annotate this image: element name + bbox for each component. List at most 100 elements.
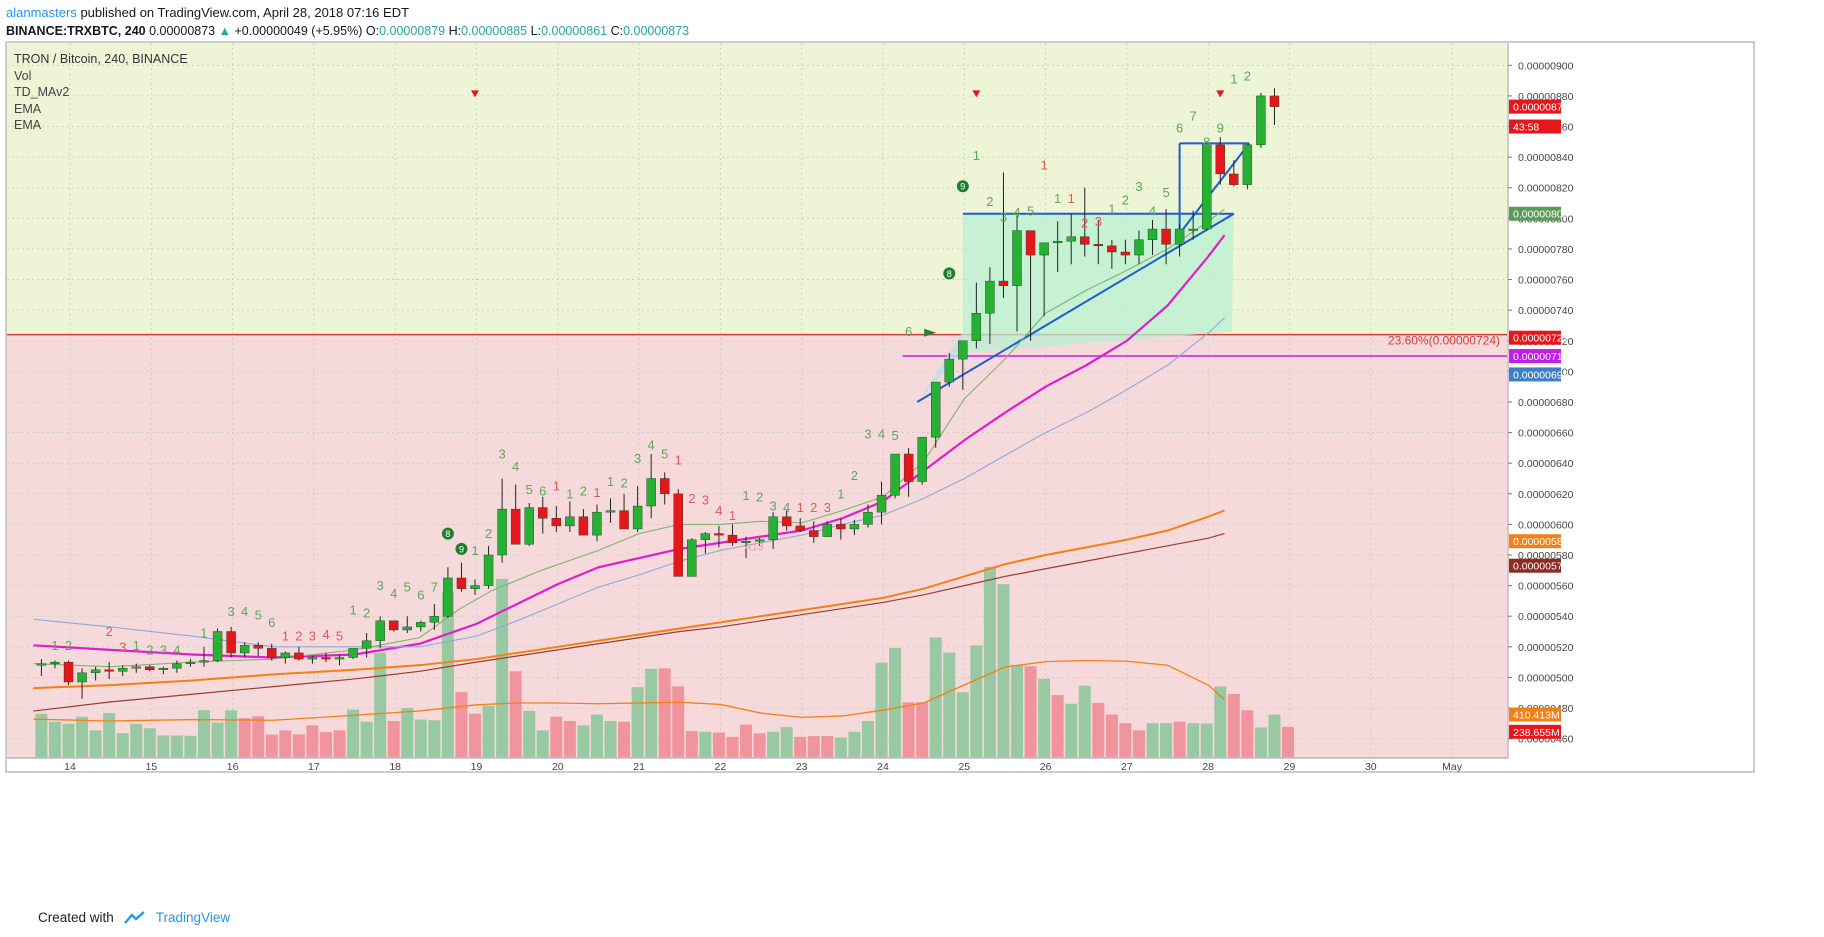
price-tag: 0.00000803	[1513, 209, 1569, 221]
candle-body	[768, 516, 778, 540]
volume-bar	[116, 733, 129, 757]
candle-body	[158, 668, 169, 670]
volume-bar	[1268, 714, 1281, 757]
candle-body	[673, 493, 683, 577]
volume-tag: 410.413M	[1513, 710, 1560, 722]
time-axis-label: 30	[1365, 761, 1377, 773]
last-price: 0.00000873	[149, 24, 216, 38]
candle-body	[348, 648, 358, 658]
change-arrow-icon: ▲	[218, 24, 231, 38]
td-count-label: 4	[1149, 203, 1156, 218]
volume-bar	[130, 723, 143, 757]
volume-tag-bg	[1509, 707, 1561, 722]
td-count-label: 1	[1040, 157, 1047, 172]
volume-bar	[645, 668, 658, 757]
volume-bar	[699, 731, 712, 757]
volume-tag-bg	[1509, 724, 1561, 739]
candle-body	[1269, 95, 1280, 107]
published-text: published on TradingView.com, April 28, …	[80, 5, 410, 20]
td-count-label: 1	[553, 479, 560, 494]
price-tag: 0.00000698	[1513, 369, 1569, 381]
candle-body	[212, 631, 223, 661]
td-count-label: 3	[160, 642, 167, 657]
legend-item-ema-1[interactable]: EMA	[14, 101, 42, 116]
volume-bar	[970, 645, 983, 757]
tradingview-link[interactable]: TradingView	[155, 910, 231, 925]
candle-body	[646, 478, 656, 507]
candle-body	[1188, 228, 1198, 231]
candle-body	[497, 508, 507, 556]
time-axis-label: May	[1442, 761, 1463, 773]
price-tag-bg	[1509, 330, 1561, 345]
price-axis-label: 0.00000540	[1518, 611, 1574, 623]
candle-body	[1120, 251, 1131, 256]
volume-bar	[861, 721, 874, 757]
candle-body	[145, 666, 155, 670]
td-count-label: 6	[539, 483, 546, 498]
td-count-label: 2	[146, 642, 153, 657]
td-count-label: 1	[349, 603, 356, 618]
td-count-label: 1	[837, 486, 844, 501]
td-count-label: 4	[783, 500, 790, 515]
symbol-label: BINANCE:TRXBTC, 240	[6, 24, 146, 38]
candle-body	[1174, 228, 1185, 245]
td-count-label: 5	[404, 580, 411, 595]
td-count-label: 2	[1122, 193, 1129, 208]
volume-bar	[780, 727, 793, 757]
candle-body	[50, 661, 60, 664]
price-tag-bg	[1509, 367, 1561, 382]
td-count-label: 4	[878, 427, 885, 442]
time-axis-label: 23	[796, 761, 808, 773]
volume-bar	[916, 702, 929, 757]
volume-bar	[523, 710, 536, 757]
td-count-label: 1	[675, 453, 682, 468]
chart-header: alanmasters published on TradingView.com…	[6, 4, 689, 40]
td-setup-dot	[441, 527, 454, 540]
price-axis-bg	[1508, 43, 1754, 758]
volume-bar	[1105, 714, 1118, 757]
volume-bar	[157, 735, 170, 757]
volume-bar	[319, 732, 332, 757]
td-count-label: 3	[1000, 209, 1007, 224]
candle-body	[294, 652, 304, 660]
volume-bar	[1282, 726, 1295, 757]
td-count-label: 2	[810, 500, 817, 515]
candle-body	[334, 657, 345, 660]
flag-icon	[924, 328, 937, 337]
time-axis-label: 16	[227, 761, 239, 773]
time-axis-label: 25	[958, 761, 970, 773]
legend-item-ema-2[interactable]: EMA	[14, 118, 42, 132]
candle-body	[118, 668, 128, 672]
ascending-trendline	[916, 212, 1235, 403]
candle-body	[890, 453, 900, 496]
time-axis-label: 29	[1284, 761, 1296, 773]
td-count-label: 2	[65, 638, 72, 653]
candle-body	[1256, 95, 1266, 146]
tradingview-logo-icon	[123, 910, 145, 924]
legend-item-vol[interactable]: Vol	[14, 68, 32, 83]
candle-body	[1025, 230, 1036, 256]
time-axis-label: 22	[715, 761, 727, 773]
volume-bar	[198, 710, 211, 757]
candle-body	[605, 510, 616, 513]
td-count-label: 4	[1013, 205, 1020, 220]
volume-bar	[387, 721, 400, 757]
volume-bar	[1051, 695, 1064, 757]
candle-body	[1202, 144, 1212, 230]
volume-bar	[211, 722, 224, 757]
volume-bar	[1132, 730, 1145, 757]
candle-body	[456, 577, 467, 589]
candle-body	[375, 620, 385, 641]
price-tag-bg	[1509, 349, 1561, 364]
td-count-label: 1	[1108, 202, 1115, 217]
candle-body	[443, 577, 453, 617]
candle-body	[565, 516, 575, 527]
td-count-label: 2	[620, 476, 627, 491]
candle-body	[592, 511, 602, 536]
author-link[interactable]: alanmasters	[6, 5, 77, 20]
td-setup-dot	[956, 180, 969, 193]
price-chart[interactable]: 23.60%(0.00000724)1 223 1 2 3 41 23 4 561 2 3 4 51 23…	[0, 0, 1824, 900]
ema-line-brown	[33, 532, 1225, 712]
volume-bar	[292, 734, 305, 757]
legend-item-tdmav2[interactable]: TD_MAv2	[14, 85, 70, 99]
